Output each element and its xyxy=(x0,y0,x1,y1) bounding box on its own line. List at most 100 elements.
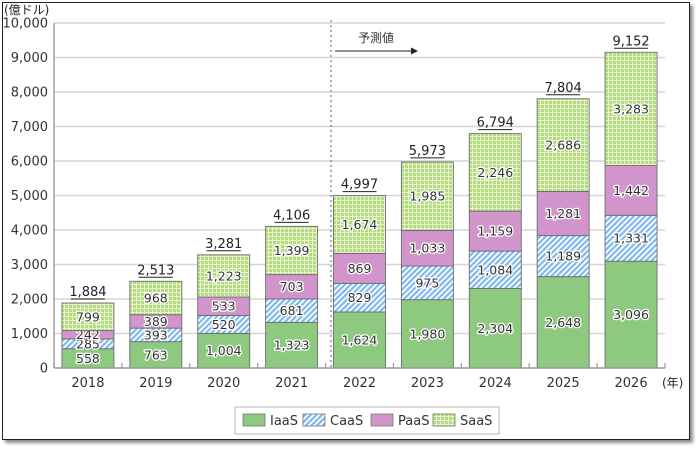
bar-segment-saas xyxy=(265,225,319,276)
legend-swatch-saas xyxy=(432,413,456,427)
y-tick-label: 3,000 xyxy=(11,258,48,273)
total-label: 1,884 xyxy=(69,285,106,300)
bar-segment-caas xyxy=(604,214,658,262)
bar-segment-caas xyxy=(333,282,386,313)
bar-segment-paas xyxy=(468,210,522,252)
data-label-iaas: 1,980 xyxy=(409,326,445,341)
x-tick-label: 2023 xyxy=(411,376,444,391)
data-label-iaas: 763 xyxy=(144,347,168,362)
y-tick-label: 0 xyxy=(40,362,48,377)
bar-segment-iaas xyxy=(265,321,319,369)
total-label: 4,997 xyxy=(341,178,378,193)
data-label-caas: 1,084 xyxy=(477,262,513,277)
data-label-caas: 520 xyxy=(212,317,236,332)
bar-segment-iaas xyxy=(333,311,386,369)
legend-swatch-iaas xyxy=(242,413,266,427)
bar-stack-2020: 1,004 520 533 1,223 3,281 xyxy=(197,237,251,369)
data-label-iaas: 1,323 xyxy=(274,338,310,353)
legend-swatch-paas xyxy=(370,413,394,427)
bar-segment-iaas xyxy=(604,260,658,369)
x-tick-label: 2025 xyxy=(547,376,580,391)
data-label-paas: 869 xyxy=(348,261,372,276)
bar-segment-saas xyxy=(333,195,386,254)
y-tick-label: 6,000 xyxy=(11,155,48,170)
bar-segment-saas xyxy=(604,51,658,166)
total-label: 3,281 xyxy=(205,237,242,252)
data-label-iaas: 1,624 xyxy=(342,332,378,347)
bar-segment-paas xyxy=(400,229,454,267)
x-tick-label: 2018 xyxy=(71,376,104,391)
bar-segment-caas xyxy=(400,265,454,301)
bar-segment-paas xyxy=(265,274,319,300)
bar-segment-saas xyxy=(197,254,251,298)
y-axis-unit-label: (億ドル) xyxy=(4,3,49,17)
data-label-paas: 703 xyxy=(280,279,304,294)
x-tick-label: 2020 xyxy=(207,376,240,391)
data-label-paas: 533 xyxy=(212,299,236,314)
bar-stack-2025: 2,648 1,189 1,281 2,686 7,804 xyxy=(536,81,590,369)
data-label-paas: 1,281 xyxy=(545,206,581,221)
bar-stack-2026: 3,096 1,331 1,442 3,283 9,152 xyxy=(604,34,658,369)
y-tick-label: 2,000 xyxy=(11,293,48,308)
y-tick-label: 5,000 xyxy=(11,189,48,204)
total-label: 9,152 xyxy=(612,34,649,49)
bar-segment-saas xyxy=(468,133,522,212)
y-tick-label: 8,000 xyxy=(11,86,48,101)
total-label: 5,973 xyxy=(409,144,446,159)
legend-label-iaas: IaaS xyxy=(270,414,298,429)
data-label-caas: 829 xyxy=(348,290,372,305)
forecast-annotation: 予測値 xyxy=(330,20,418,368)
y-tick-label: 4,000 xyxy=(11,224,48,239)
bar-segment-saas xyxy=(61,302,115,332)
x-axis: 2018 2019 2020 2021 2022 2023 2024 2025 2026 xyxy=(53,363,666,391)
data-label-paas: 1,159 xyxy=(477,224,513,239)
data-label-iaas: 2,648 xyxy=(545,315,581,330)
x-tick-label: 2022 xyxy=(343,376,376,391)
data-label-paas: 389 xyxy=(144,314,168,329)
data-label-saas: 1,223 xyxy=(206,268,242,283)
data-label-caas: 1,331 xyxy=(613,231,649,246)
x-tick-label: 2024 xyxy=(479,376,512,391)
bar-segment-saas xyxy=(400,161,454,231)
y-tick-label: 7,000 xyxy=(11,120,48,135)
total-label: 2,513 xyxy=(137,263,174,278)
bar-segment-caas xyxy=(468,250,522,289)
x-tick-label: 2019 xyxy=(139,376,172,391)
bar-segment-paas xyxy=(604,165,658,216)
bar-stack-2022: 1,624 829 869 1,674 4,997 xyxy=(333,178,386,369)
data-label-caas: 681 xyxy=(280,303,304,318)
bar-stack-2024: 2,304 1,084 1,159 2,246 6,794 xyxy=(468,116,522,369)
data-label-iaas: 1,004 xyxy=(206,343,242,358)
data-label-paas: 1,442 xyxy=(613,183,649,198)
bar-segment-iaas xyxy=(197,332,251,369)
total-label: 7,804 xyxy=(545,81,582,96)
data-label-paas: 1,033 xyxy=(409,241,445,256)
data-label-saas: 2,246 xyxy=(477,165,513,180)
legend: IaaS CaaS PaaS SaaS xyxy=(234,406,500,435)
data-label-saas: 2,686 xyxy=(545,138,581,153)
forecast-label: 予測値 xyxy=(358,30,394,45)
data-label-iaas: 2,304 xyxy=(477,321,513,336)
bars: 5582852427991,8847633933899682,5131,0045… xyxy=(61,34,658,369)
data-label-saas: 1,674 xyxy=(342,217,378,232)
legend-label-paas: PaaS xyxy=(398,414,429,429)
bar-stack-2021: 1,323 681 703 1,399 4,106 xyxy=(265,208,319,369)
x-tick-label: 2021 xyxy=(275,376,308,391)
total-label: 6,794 xyxy=(477,116,514,131)
y-tick-label: 10,000 xyxy=(3,17,49,32)
bar-segment-saas xyxy=(536,98,590,192)
bar-stack-2023: 1,980 975 1,033 1,985 5,973 xyxy=(400,144,454,369)
data-label-saas: 799 xyxy=(76,309,100,324)
data-label-iaas: 558 xyxy=(76,351,100,366)
y-axis-ticks: 0 1,000 2,000 3,000 4,000 5,000 6,000 7,000 8,00… xyxy=(3,17,49,377)
data-label-caas: 393 xyxy=(144,327,168,342)
legend-label-caas: CaaS xyxy=(330,414,363,429)
x-axis-unit-label: (年) xyxy=(662,376,683,390)
legend-swatch-caas xyxy=(302,413,326,427)
x-tick-label: 2026 xyxy=(615,376,648,391)
data-label-caas: 1,189 xyxy=(545,249,581,264)
data-label-saas: 1,399 xyxy=(274,243,310,258)
